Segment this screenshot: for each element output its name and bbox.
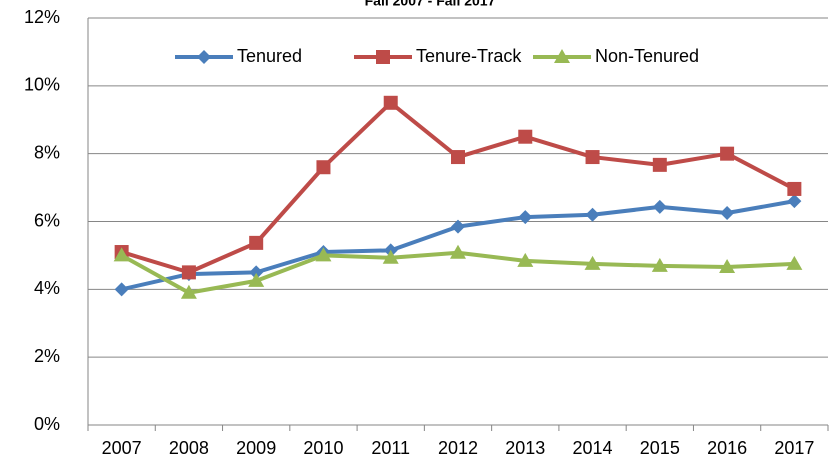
marker [114,282,129,297]
marker [719,258,736,273]
marker [197,50,211,64]
y-tick-label: 0% [34,414,60,434]
marker [554,49,570,63]
marker [518,129,533,144]
marker [249,265,264,280]
marker [113,247,130,262]
marker [517,252,534,267]
y-tick-label: 12% [24,7,60,27]
x-tick-label: 2013 [505,438,545,458]
x-tick-label: 2010 [303,438,343,458]
marker [786,255,803,270]
y-tick-label: 6% [34,210,60,230]
marker [652,199,667,214]
marker [651,257,668,272]
marker [450,244,466,259]
marker [316,160,331,175]
marker [720,206,735,221]
marker [180,284,197,299]
marker [787,194,802,209]
chart-title: Fall 2007 - Fall 2017 [365,0,496,9]
marker [382,249,399,264]
x-tick-label: 2012 [438,438,478,458]
marker [181,265,196,280]
y-tick-label: 2% [34,346,60,366]
marker [720,146,735,161]
marker [248,272,265,287]
marker [451,150,465,165]
y-tick-label: 8% [34,142,60,162]
marker [787,181,802,196]
x-tick-label: 2007 [102,438,142,458]
x-tick-label: 2015 [640,438,680,458]
y-tick-label: 10% [24,75,60,95]
legend-label: Tenure-Track [416,46,522,66]
legend-label: Non-Tenured [595,46,699,66]
x-tick-label: 2011 [371,438,410,458]
marker [585,207,600,222]
marker [518,210,533,225]
marker [584,255,601,270]
marker [249,235,264,250]
marker [383,95,398,110]
marker [376,50,390,64]
marker [451,219,465,234]
x-tick-label: 2016 [707,438,747,458]
marker [315,247,332,262]
legend-label: Tenured [237,46,302,66]
x-tick-label: 2014 [573,438,613,458]
marker [585,150,600,165]
marker [652,157,667,172]
x-tick-label: 2017 [774,438,814,458]
y-tick-label: 4% [34,278,60,298]
x-tick-label: 2008 [169,438,209,458]
x-tick-label: 2009 [236,438,276,458]
